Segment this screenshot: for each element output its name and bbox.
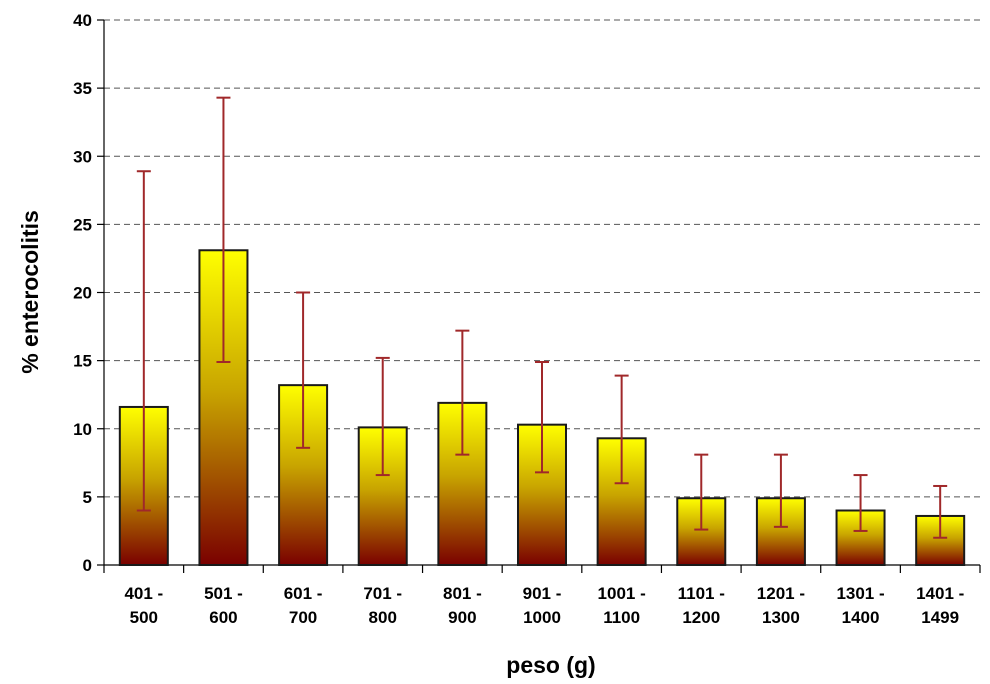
x-tick-label: 501 -600 (204, 584, 243, 627)
x-tick-labels: 401 -500 501 -600 601 -700 701 -800 801 -900… (124, 584, 964, 627)
error-bars (136, 96, 948, 539)
y-axis-title: % enterocolitis (17, 210, 43, 374)
y-tick-labels: 0 5 10 15 20 25 30 35 40 (73, 11, 92, 575)
x-tick-label: 1301 -1400 (836, 584, 884, 627)
x-axis-title: peso (g) (506, 652, 595, 678)
x-tick-label: 401 -500 (124, 584, 163, 627)
x-tick-label: 1201 -1300 (757, 584, 805, 627)
y-tick-label: 0 (83, 556, 92, 575)
x-tick-label: 701 -800 (363, 584, 402, 627)
y-tick-label: 30 (73, 147, 92, 166)
x-tick-label: 1001 -1100 (598, 584, 646, 627)
gridlines (104, 19, 980, 498)
y-tick-label: 25 (73, 215, 92, 234)
y-tick-label: 20 (73, 284, 92, 303)
y-tick-label: 15 (73, 352, 92, 371)
y-tick-label: 40 (73, 11, 92, 30)
y-tick-label: 5 (83, 488, 92, 507)
x-tick-label: 901 -1000 (523, 584, 562, 627)
x-tick-label: 601 -700 (284, 584, 323, 627)
y-tick-label: 35 (73, 79, 92, 98)
x-tick-label: 1101 -1200 (678, 584, 725, 627)
x-tick-label: 1401 -1499 (916, 584, 964, 627)
x-tick-label: 801 -900 (443, 584, 482, 627)
y-tick-label: 10 (73, 420, 92, 439)
